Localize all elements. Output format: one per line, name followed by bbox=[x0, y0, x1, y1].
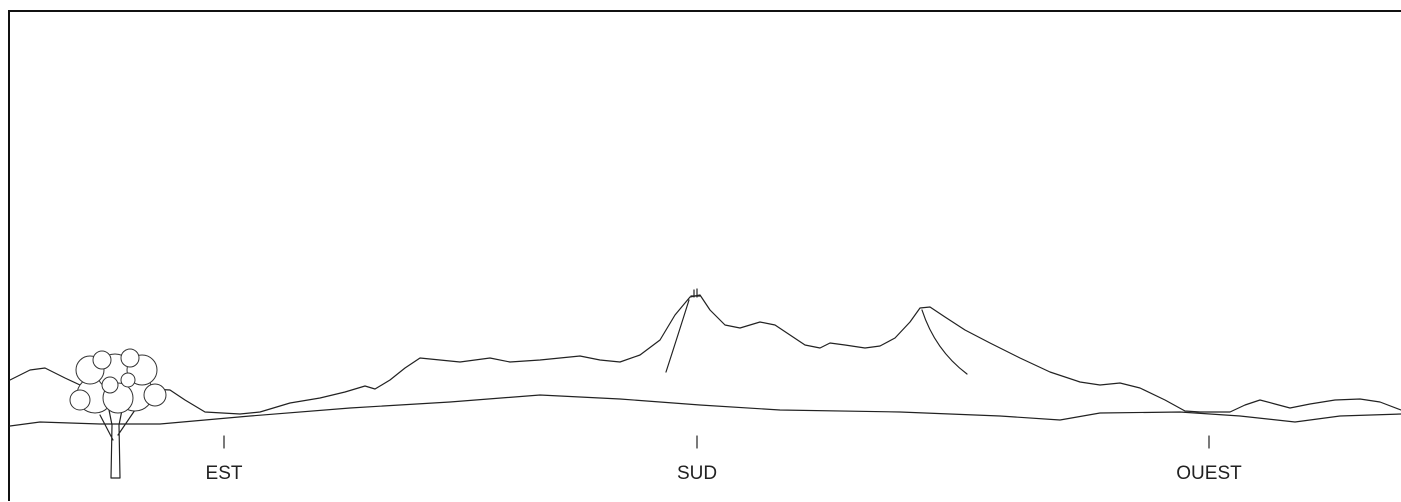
direction-label: EST bbox=[206, 463, 243, 484]
direction-label: OUEST bbox=[1176, 463, 1242, 484]
panorama: EST SUD OUEST bbox=[0, 0, 1401, 502]
direction-label: SUD bbox=[677, 463, 717, 484]
background bbox=[0, 0, 1401, 502]
